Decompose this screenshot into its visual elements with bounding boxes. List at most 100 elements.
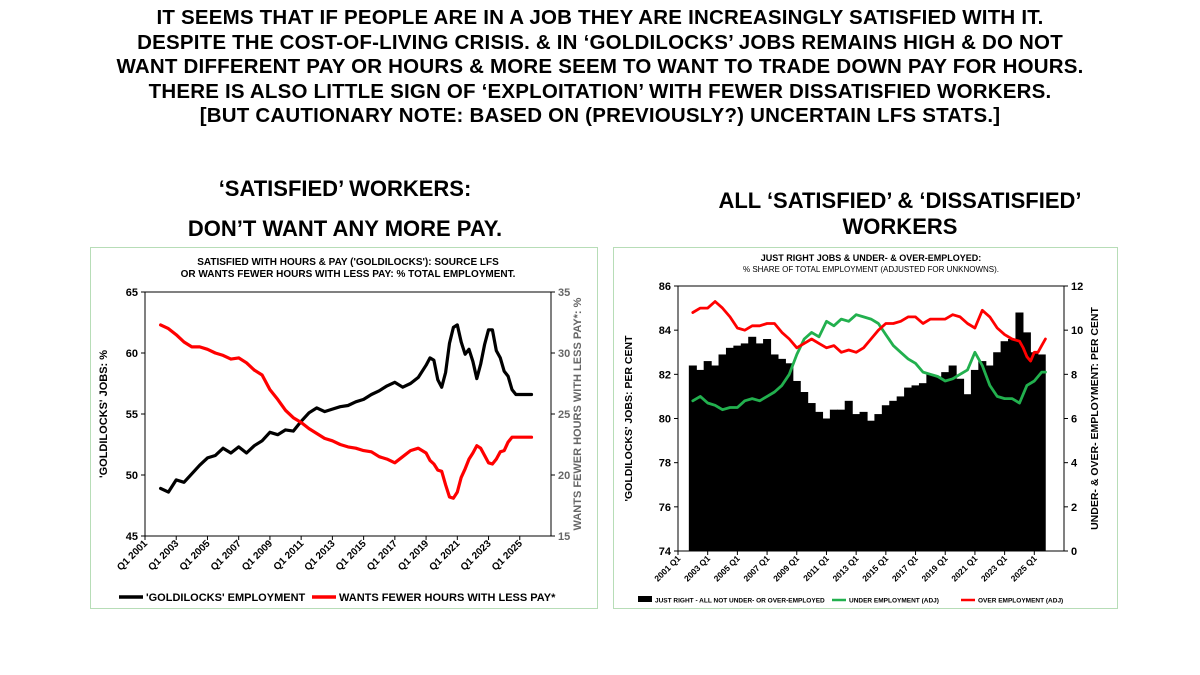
chart-bar bbox=[837, 409, 846, 551]
left-chart-panel: SATISFIED WITH HOURS & PAY ('GOLDILOCKS'… bbox=[90, 247, 598, 609]
legend-label: OVER EMPLOYMENT (ADJ) bbox=[978, 597, 1063, 604]
x-tick-label: Q1 2019 bbox=[396, 538, 431, 573]
chart-bar bbox=[718, 354, 727, 551]
x-tick-label: 2021 Q1 bbox=[949, 553, 979, 583]
y2-tick-label: 30 bbox=[558, 348, 570, 360]
y-axis-label: 'GOLDILOCKS' JOBS: PER CENT bbox=[623, 335, 635, 502]
x-tick-label: Q1 2013 bbox=[303, 538, 338, 573]
chart-bar bbox=[822, 418, 831, 551]
y-tick-label: 86 bbox=[659, 281, 671, 293]
y-tick-label: 45 bbox=[126, 531, 138, 543]
chart-bar bbox=[1015, 312, 1024, 551]
y2-tick-label: 10 bbox=[1071, 325, 1083, 337]
chart-bar bbox=[763, 339, 772, 551]
chart-bar bbox=[1030, 352, 1039, 551]
y2-tick-label: 0 bbox=[1071, 546, 1077, 558]
chart-bar bbox=[918, 383, 927, 551]
chart-bar bbox=[948, 365, 957, 551]
chart-bar bbox=[1000, 341, 1009, 551]
chart-bar bbox=[881, 405, 890, 551]
chart-title: SATISFIED WITH HOURS & PAY ('GOLDILOCKS'… bbox=[197, 257, 499, 268]
y-tick-label: 84 bbox=[659, 325, 672, 337]
chart-bar bbox=[725, 347, 734, 551]
x-tick-label: 2009 Q1 bbox=[771, 553, 801, 583]
chart-bar bbox=[755, 343, 764, 551]
chart-bar bbox=[1037, 354, 1046, 551]
headline-line: THERE IS ALSO LITTLE SIGN OF ‘EXPLOITATI… bbox=[148, 79, 1052, 103]
chart-bar bbox=[785, 363, 794, 551]
series-line bbox=[158, 323, 534, 500]
y-tick-label: 82 bbox=[659, 369, 671, 381]
x-tick-label: 2015 Q1 bbox=[860, 553, 890, 583]
series-line bbox=[691, 300, 1047, 363]
right-chart-panel: JUST RIGHT JOBS & UNDER- & OVER-EMPLOYED… bbox=[613, 247, 1118, 609]
x-tick-label: 2011 Q1 bbox=[801, 553, 831, 583]
chart-bar bbox=[1008, 339, 1017, 551]
y-axis-label: 'GOLDILOCKS' JOBS: % bbox=[98, 350, 110, 478]
legend-label: 'GOLDILOCKS' EMPLOYMENT bbox=[146, 592, 306, 604]
chart-bar bbox=[993, 352, 1002, 551]
series-line bbox=[691, 313, 1047, 412]
y2-axis-label: WANTS FEWER HOURS WITH LESS PAY*: % bbox=[572, 297, 584, 530]
y-tick-label: 60 bbox=[126, 348, 138, 360]
goldilocks-line-chart: SATISFIED WITH HOURS & PAY ('GOLDILOCKS'… bbox=[98, 257, 584, 604]
chart-bar bbox=[866, 420, 876, 551]
y-tick-label: 76 bbox=[659, 502, 671, 514]
chart-bar bbox=[688, 365, 697, 551]
chart-bar bbox=[956, 378, 965, 551]
x-tick-label: Q1 2009 bbox=[240, 538, 275, 573]
legend-swatch bbox=[638, 596, 652, 602]
just-right-bar-chart: JUST RIGHT JOBS & UNDER- & OVER-EMPLOYED… bbox=[623, 253, 1101, 604]
chart-bar bbox=[733, 345, 742, 551]
chart-bar bbox=[978, 361, 987, 551]
chart-subtitle: % SHARE OF TOTAL EMPLOYMENT (ADJUSTED FO… bbox=[743, 265, 999, 274]
y2-tick-label: 35 bbox=[558, 287, 570, 299]
chart-bar bbox=[800, 392, 809, 551]
headline-line: [BUT CAUTIONARY NOTE: BASED ON (PREVIOUS… bbox=[199, 104, 1001, 127]
x-tick-label: 2005 Q1 bbox=[712, 553, 742, 583]
x-tick-label: 2019 Q1 bbox=[920, 553, 950, 583]
y2-tick-label: 6 bbox=[1071, 414, 1077, 426]
y-tick-label: 78 bbox=[659, 458, 671, 470]
chart-subtitle: OR WANTS FEWER HOURS WITH LESS PAY: % TO… bbox=[181, 269, 516, 280]
chart-bar bbox=[852, 414, 861, 551]
x-tick-label: 2007 Q1 bbox=[741, 553, 771, 583]
y-tick-label: 74 bbox=[659, 546, 672, 558]
chart-bar bbox=[792, 380, 801, 551]
x-tick-label: Q1 2025 bbox=[490, 538, 525, 573]
chart-bar bbox=[941, 372, 950, 551]
chart-bar bbox=[807, 403, 816, 551]
chart-bar bbox=[985, 365, 994, 551]
headline-line: DESPITE THE COST-OF-LIVING CRISIS. & IN … bbox=[137, 30, 1063, 54]
x-tick-label: 2003 Q1 bbox=[682, 553, 712, 583]
y-tick-label: 65 bbox=[126, 287, 138, 299]
right-section-title: ALL ‘SATISFIED’ & ‘DISSATISFIED’ bbox=[718, 188, 1082, 213]
headline-line: IT SEEMS THAT IF PEOPLE ARE IN A JOB THE… bbox=[156, 6, 1044, 29]
y2-tick-label: 12 bbox=[1071, 281, 1083, 293]
chart-bar bbox=[844, 400, 853, 551]
legend-label: JUST RIGHT - ALL NOT UNDER- OR OVER-EMPL… bbox=[655, 597, 825, 604]
right-section-title-cont: WORKERS bbox=[842, 214, 958, 239]
x-tick-label: 2013 Q1 bbox=[830, 553, 860, 583]
chart-bar bbox=[703, 361, 712, 551]
chart-bar bbox=[911, 385, 920, 552]
chart-bar bbox=[748, 336, 757, 551]
left-section-subtitle: DON’T WANT ANY MORE PAY. bbox=[187, 216, 503, 241]
chart-bar bbox=[859, 411, 868, 551]
x-tick-label: 2023 Q1 bbox=[979, 553, 1009, 583]
chart-title: JUST RIGHT JOBS & UNDER- & OVER-EMPLOYED… bbox=[761, 253, 982, 263]
x-tick-label: Q1 2023 bbox=[459, 538, 494, 573]
y2-tick-label: 15 bbox=[558, 531, 570, 543]
y2-tick-label: 2 bbox=[1071, 502, 1077, 514]
x-tick-label: Q1 2021 bbox=[428, 538, 463, 573]
chart-bar bbox=[963, 394, 972, 551]
y-tick-label: 50 bbox=[126, 470, 138, 482]
chart-bar bbox=[711, 365, 720, 551]
x-tick-label: Q1 2001 bbox=[115, 538, 150, 573]
chart-bar bbox=[696, 369, 705, 551]
chart-bar bbox=[896, 396, 905, 551]
chart-bar bbox=[874, 414, 883, 551]
x-tick-label: Q1 2017 bbox=[365, 538, 400, 573]
x-tick-label: Q1 2007 bbox=[209, 538, 244, 573]
x-tick-label: Q1 2005 bbox=[178, 538, 213, 573]
